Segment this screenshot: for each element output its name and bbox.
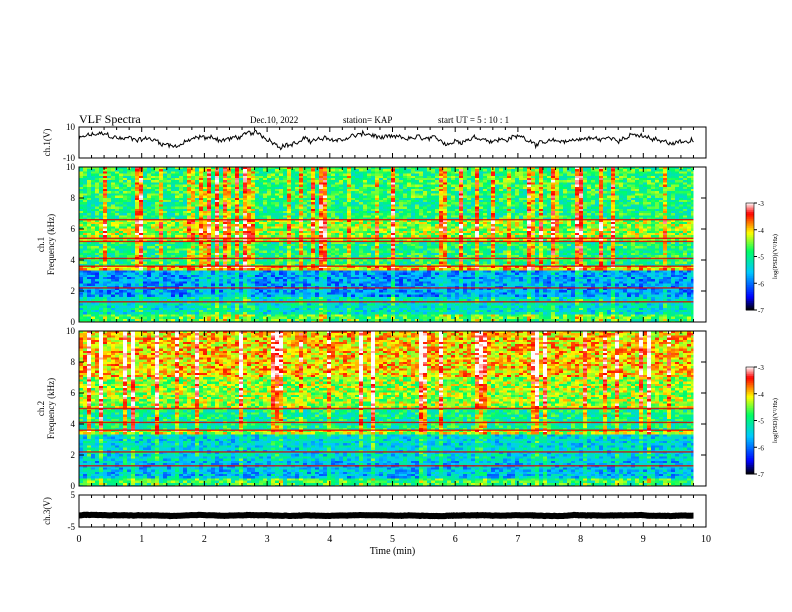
xtick-label-2: 2 [202, 534, 207, 545]
spectrogram-ch1-ytick-label: 8 [71, 193, 76, 203]
spectrogram-ch1-ytick-label: 6 [71, 224, 76, 234]
waveform-ch1-ytick-label: 10 [66, 122, 76, 132]
xtick-label-9: 9 [641, 534, 646, 545]
spectrogram-ch2-ytick-label: 6 [71, 388, 76, 398]
waveform-ch3-ytick-label: 5 [71, 490, 76, 500]
waveform-ch1-ylabel: ch.1(V) [42, 129, 52, 157]
spectrogram-ch2-ytick-label: 4 [71, 419, 76, 429]
spectrogram-ch2-channel-label: ch.2 [36, 401, 46, 416]
colorbar-2: -3 -4 -5 -6 -7 log(PSD)(V²/Hz) [745, 364, 779, 479]
colorbar-tick-label: -5 [758, 418, 764, 426]
spectrogram-ch2-ytick-label: 2 [71, 450, 76, 460]
colorbar-tick-label: -3 [758, 200, 764, 208]
heatmap-cells [79, 167, 694, 322]
colorbar-tick-label: -4 [758, 391, 764, 399]
xtick-label-10: 10 [701, 534, 711, 545]
spectrogram-ch1-channel-label: ch.1 [36, 237, 46, 252]
waveform-ch3-panel: ch.3(V) 5 -5 [42, 490, 707, 532]
colorbar-tick-label: -7 [758, 471, 764, 479]
colorbar-tick-label: -7 [758, 307, 764, 315]
xtick-label-1: 1 [139, 534, 144, 545]
xtick-label-5: 5 [390, 534, 395, 545]
colorbar-tick-label: -5 [758, 254, 764, 262]
colorbar-label: log(PSD)(V²/Hz) [772, 398, 779, 443]
waveform-ch3-ylabel: ch.3(V) [42, 497, 52, 525]
xtick-label-6: 6 [453, 534, 458, 545]
colorbar-tick-label: -3 [758, 364, 764, 372]
colorbar-1: -3 -4 -5 -6 -7 log(PSD)(V²/Hz) [745, 200, 779, 315]
spectrogram-ch1-ylabel: Frequency (kHz) [46, 214, 56, 275]
xtick-label-3: 3 [265, 534, 270, 545]
waveform-ch1-trace [78, 129, 694, 151]
colorbar-tick-label: -4 [758, 227, 764, 235]
colorbar-label: log(PSD)(V²/Hz) [772, 234, 779, 279]
colorbar-tick-label: -6 [758, 280, 764, 288]
waveform-ch3-ytick-label: -5 [68, 522, 76, 532]
xtick-label-0: 0 [77, 534, 82, 545]
waveform-ch3-trace [78, 511, 694, 520]
spectrogram-ch1-ytick-label: 2 [71, 286, 76, 296]
xtick-label-7: 7 [515, 534, 520, 545]
spectrogram-ch2-ytick-label: 8 [71, 357, 76, 367]
spectrogram-ch2-ylabel: Frequency (kHz) [46, 378, 56, 439]
xtick-label-8: 8 [578, 534, 583, 545]
spectrogram-ch1-ytick-label: 10 [66, 162, 76, 172]
waveform-ch1-panel: ch.1(V)10-10 [42, 122, 707, 163]
spectrogram-ch2-ytick-label: 10 [66, 326, 76, 336]
spectrogram-ch1-ytick-label: 4 [71, 255, 76, 265]
xtick-label-4: 4 [327, 534, 332, 545]
colorbar-tick-label: -6 [758, 444, 764, 452]
xaxis-title: Time (min) [370, 546, 415, 557]
